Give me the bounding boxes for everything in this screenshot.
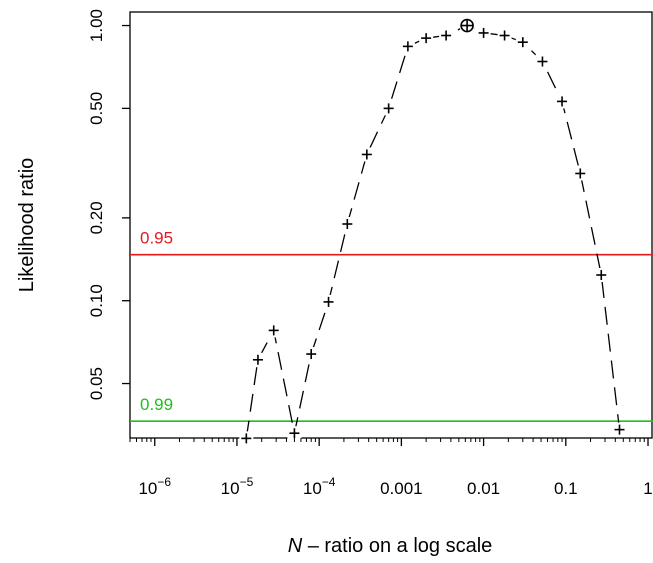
data-point [476,25,491,40]
y-tick-label: 0.05 [87,367,106,400]
data-point [573,166,588,181]
data-point [381,101,396,116]
data-point [359,147,374,162]
y-tick-label: 0.10 [87,284,106,317]
data-point [287,426,302,441]
data-point [340,217,355,232]
data-point [497,28,512,43]
data-point [594,268,609,283]
plot-frame [129,11,653,439]
data-point [321,294,336,309]
reference-label-0.95: 0.95 [140,229,173,248]
data-point [612,422,627,437]
x-tick-label: 0.001 [380,479,423,498]
x-tick-label: 10−6 [138,475,171,498]
x-tick-label: 1 [643,479,652,498]
x-tick-label: 10−4 [303,475,336,498]
x-tick-label: 0.1 [554,479,578,498]
y-axis-label: Likelihood ratio [16,158,38,293]
data-point [515,35,530,50]
x-axis-label: N – ratio on a log scale [288,535,493,557]
data-point [400,39,415,54]
x-tick-label: 0.01 [467,479,500,498]
axes-ticks: 10−6 10−5 10−4 0.001 0.01 0.1 1 0.05 0.10 0.20 0.5… [87,9,653,498]
y-tick-label: 1.00 [87,9,106,42]
data-point [304,347,319,362]
data-point [239,431,254,446]
data-point [439,28,454,43]
data-point [555,94,570,109]
y-tick-label: 0.50 [87,92,106,125]
data-point [535,54,550,69]
max-likelihood-marker [460,18,474,33]
series-line [245,24,621,439]
data-point [266,323,281,338]
y-tick-label: 0.20 [87,201,106,234]
plot-area: 0.95 0.99 [129,11,653,446]
reference-label-0.99: 0.99 [140,395,173,414]
data-point [250,352,265,367]
x-tick-label: 10−5 [221,475,254,498]
data-point [419,31,434,46]
